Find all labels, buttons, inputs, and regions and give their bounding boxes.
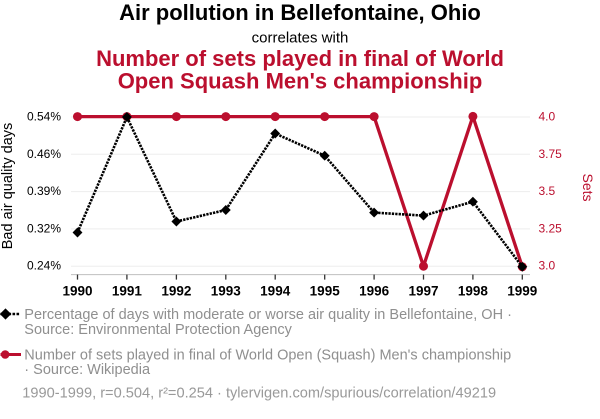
svg-text:1993: 1993 <box>211 284 242 299</box>
svg-text:1995: 1995 <box>310 284 341 299</box>
svg-text:Bad air quality days: Bad air quality days <box>0 123 16 250</box>
svg-text:1998: 1998 <box>458 284 489 299</box>
svg-text:1996: 1996 <box>359 284 390 299</box>
svg-text:3.75: 3.75 <box>539 147 563 161</box>
svg-text:correlates with: correlates with <box>252 30 349 47</box>
svg-text:0.46%: 0.46% <box>27 147 61 161</box>
svg-text:0.32%: 0.32% <box>27 221 61 235</box>
svg-text:1990: 1990 <box>62 284 92 299</box>
svg-text:3.25: 3.25 <box>539 221 563 235</box>
svg-text:Percentage of days with modera: Percentage of days with moderate or wors… <box>24 307 512 323</box>
svg-text:Source: Environmental Protecti: Source: Environmental Protection Agency <box>24 322 292 338</box>
svg-text:1999: 1999 <box>507 284 537 299</box>
svg-text:4.0: 4.0 <box>539 110 556 124</box>
svg-text:1990-1999, r=0.504, r²=0.254 ·: 1990-1999, r=0.504, r²=0.254 · tylervige… <box>22 385 496 401</box>
svg-text:Air pollution in Bellefontaine: Air pollution in Bellefontaine, Ohio <box>119 0 481 25</box>
svg-text:1991: 1991 <box>112 284 143 299</box>
svg-text:1992: 1992 <box>161 284 191 299</box>
svg-text:1994: 1994 <box>260 284 291 299</box>
svg-text:0.39%: 0.39% <box>27 184 61 198</box>
svg-text:3.5: 3.5 <box>539 184 556 198</box>
svg-text:0.54%: 0.54% <box>27 110 61 124</box>
svg-text:Number of sets played in final: Number of sets played in final of World <box>96 46 504 71</box>
svg-text:Open Squash Men's championship: Open Squash Men's championship <box>118 68 483 93</box>
svg-text:1997: 1997 <box>408 284 438 299</box>
svg-text:Number of sets played in final: Number of sets played in final of World … <box>24 348 511 364</box>
svg-text:Sets: Sets <box>580 173 596 201</box>
svg-text:· Source: Wikipedia: · Source: Wikipedia <box>24 362 151 378</box>
svg-text:3.0: 3.0 <box>539 259 556 273</box>
svg-text:0.24%: 0.24% <box>27 259 61 273</box>
